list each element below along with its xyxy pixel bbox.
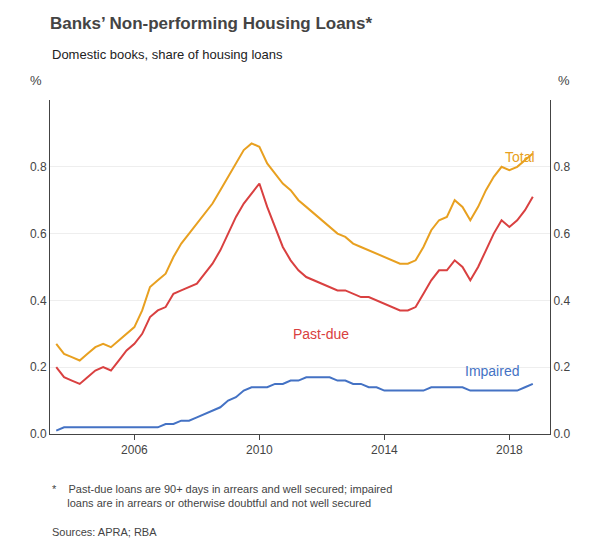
svg-text:0.2: 0.2 — [553, 360, 570, 374]
svg-text:0.4: 0.4 — [30, 294, 47, 308]
svg-text:2010: 2010 — [246, 443, 273, 457]
svg-text:2014: 2014 — [371, 443, 398, 457]
svg-text:Impaired: Impaired — [465, 363, 519, 379]
svg-text:Sources: APRA; RBA: Sources: APRA; RBA — [52, 526, 157, 538]
svg-text:0.0: 0.0 — [553, 427, 570, 441]
svg-text:Domestic books, share of housi: Domestic books, share of housing loans — [52, 47, 283, 62]
svg-text:Total: Total — [505, 149, 535, 165]
svg-text:* Past-due loans are 90+ da: * Past-due loans are 90+ days in arrears… — [52, 483, 392, 509]
svg-text:0.6: 0.6 — [553, 227, 570, 241]
svg-text:2018: 2018 — [496, 443, 523, 457]
svg-text:%: % — [558, 73, 570, 88]
svg-text:0.8: 0.8 — [30, 160, 47, 174]
svg-text:0.2: 0.2 — [30, 360, 47, 374]
svg-text:0.4: 0.4 — [553, 294, 570, 308]
svg-text:0.0: 0.0 — [30, 427, 47, 441]
svg-text:%: % — [30, 73, 42, 88]
svg-text:2006: 2006 — [121, 443, 148, 457]
svg-text:0.6: 0.6 — [30, 227, 47, 241]
svg-text:0.8: 0.8 — [553, 160, 570, 174]
svg-text:Banks’ Non-performing Housing: Banks’ Non-performing Housing Loans* — [50, 14, 372, 33]
svg-text:Past-due: Past-due — [293, 326, 349, 342]
